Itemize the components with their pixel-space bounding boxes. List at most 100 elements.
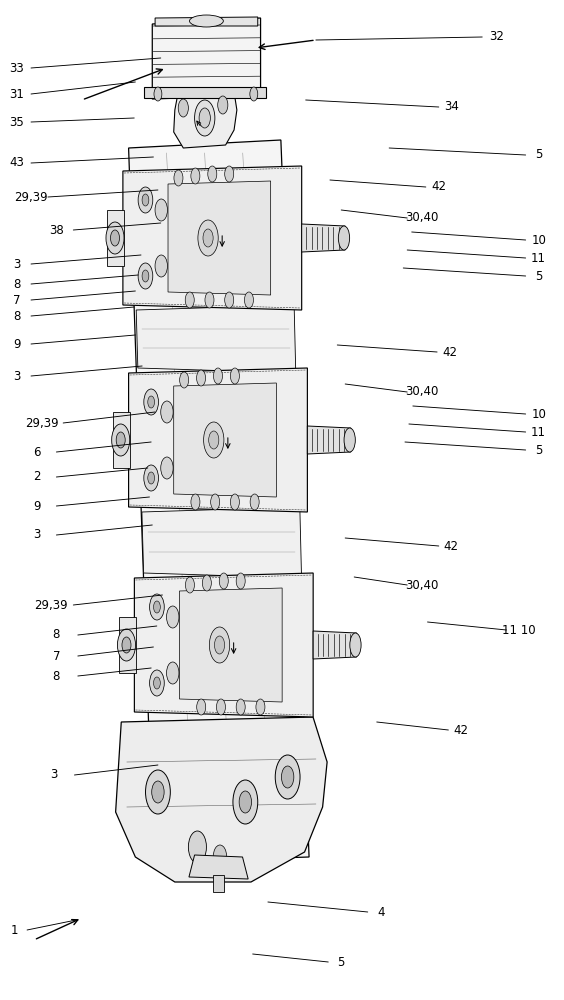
Polygon shape	[168, 181, 271, 295]
Polygon shape	[113, 412, 130, 468]
Circle shape	[250, 87, 258, 101]
Circle shape	[155, 199, 168, 221]
Text: 10: 10	[531, 233, 546, 246]
Text: 42: 42	[431, 180, 446, 194]
Text: 30,40: 30,40	[405, 212, 439, 225]
Circle shape	[122, 637, 131, 653]
Text: 38: 38	[49, 224, 64, 236]
Polygon shape	[313, 631, 356, 659]
Text: 42: 42	[454, 724, 469, 736]
Polygon shape	[307, 426, 351, 454]
Polygon shape	[129, 368, 307, 512]
Polygon shape	[174, 92, 237, 148]
Text: 35: 35	[10, 115, 24, 128]
Circle shape	[188, 831, 206, 863]
Circle shape	[239, 791, 252, 813]
Circle shape	[233, 780, 258, 824]
Text: 4: 4	[377, 906, 385, 918]
Circle shape	[244, 292, 253, 308]
Circle shape	[142, 194, 149, 206]
Circle shape	[191, 168, 200, 184]
Ellipse shape	[190, 15, 223, 27]
Polygon shape	[213, 875, 224, 892]
Polygon shape	[189, 855, 248, 879]
Circle shape	[202, 575, 212, 591]
Text: 30,40: 30,40	[405, 578, 439, 591]
Polygon shape	[142, 507, 302, 578]
Circle shape	[198, 220, 218, 256]
Circle shape	[217, 699, 226, 715]
Polygon shape	[118, 617, 135, 673]
Text: 33: 33	[10, 62, 24, 75]
Text: 3: 3	[33, 528, 41, 542]
Circle shape	[205, 292, 214, 308]
Circle shape	[230, 494, 240, 510]
Circle shape	[149, 594, 164, 620]
Text: 30,40: 30,40	[405, 385, 439, 398]
Text: 9: 9	[33, 499, 41, 512]
Circle shape	[214, 636, 224, 654]
Text: 43: 43	[10, 156, 24, 169]
Polygon shape	[174, 383, 276, 497]
Circle shape	[250, 494, 259, 510]
Text: 7: 7	[13, 294, 21, 306]
Circle shape	[112, 424, 130, 456]
Circle shape	[236, 699, 245, 715]
Circle shape	[208, 166, 217, 182]
Text: 32: 32	[489, 30, 504, 43]
Circle shape	[186, 577, 195, 593]
Ellipse shape	[350, 633, 361, 657]
Circle shape	[219, 573, 228, 589]
Polygon shape	[136, 305, 296, 373]
Text: 42: 42	[444, 540, 459, 552]
Circle shape	[199, 108, 210, 128]
Circle shape	[178, 99, 188, 117]
Text: 11: 11	[531, 251, 546, 264]
Circle shape	[224, 166, 233, 182]
Text: 5: 5	[535, 269, 543, 282]
Text: 7: 7	[52, 650, 60, 662]
Circle shape	[149, 670, 164, 696]
Circle shape	[195, 100, 215, 136]
Circle shape	[236, 573, 245, 589]
Circle shape	[116, 432, 125, 448]
Polygon shape	[144, 87, 266, 98]
Circle shape	[230, 368, 239, 384]
Circle shape	[138, 263, 153, 289]
Polygon shape	[116, 717, 327, 882]
Polygon shape	[123, 166, 302, 310]
Text: 3: 3	[50, 768, 58, 782]
Circle shape	[166, 662, 179, 684]
Circle shape	[153, 677, 160, 689]
Text: 3: 3	[13, 257, 21, 270]
Circle shape	[213, 845, 227, 869]
Circle shape	[185, 292, 194, 308]
Circle shape	[154, 87, 162, 101]
Text: 2: 2	[33, 471, 41, 484]
Text: 9: 9	[13, 338, 21, 351]
Circle shape	[144, 389, 158, 415]
Circle shape	[197, 370, 206, 386]
Text: 29,39: 29,39	[25, 416, 59, 430]
Text: 8: 8	[13, 277, 21, 290]
Circle shape	[204, 422, 224, 458]
Polygon shape	[155, 17, 258, 26]
Circle shape	[166, 606, 179, 628]
Circle shape	[203, 229, 213, 247]
Text: 29,39: 29,39	[14, 190, 48, 204]
Circle shape	[256, 699, 265, 715]
Circle shape	[146, 770, 170, 814]
Text: 8: 8	[13, 310, 21, 322]
Text: 31: 31	[10, 88, 24, 101]
Circle shape	[138, 187, 153, 213]
Circle shape	[142, 270, 149, 282]
Polygon shape	[134, 573, 313, 717]
Circle shape	[224, 292, 233, 308]
Polygon shape	[179, 588, 282, 702]
Circle shape	[161, 401, 173, 423]
Circle shape	[209, 627, 230, 663]
Text: 1: 1	[10, 924, 18, 936]
Text: 5: 5	[535, 148, 543, 161]
Text: 11: 11	[531, 426, 546, 438]
Polygon shape	[152, 18, 261, 99]
